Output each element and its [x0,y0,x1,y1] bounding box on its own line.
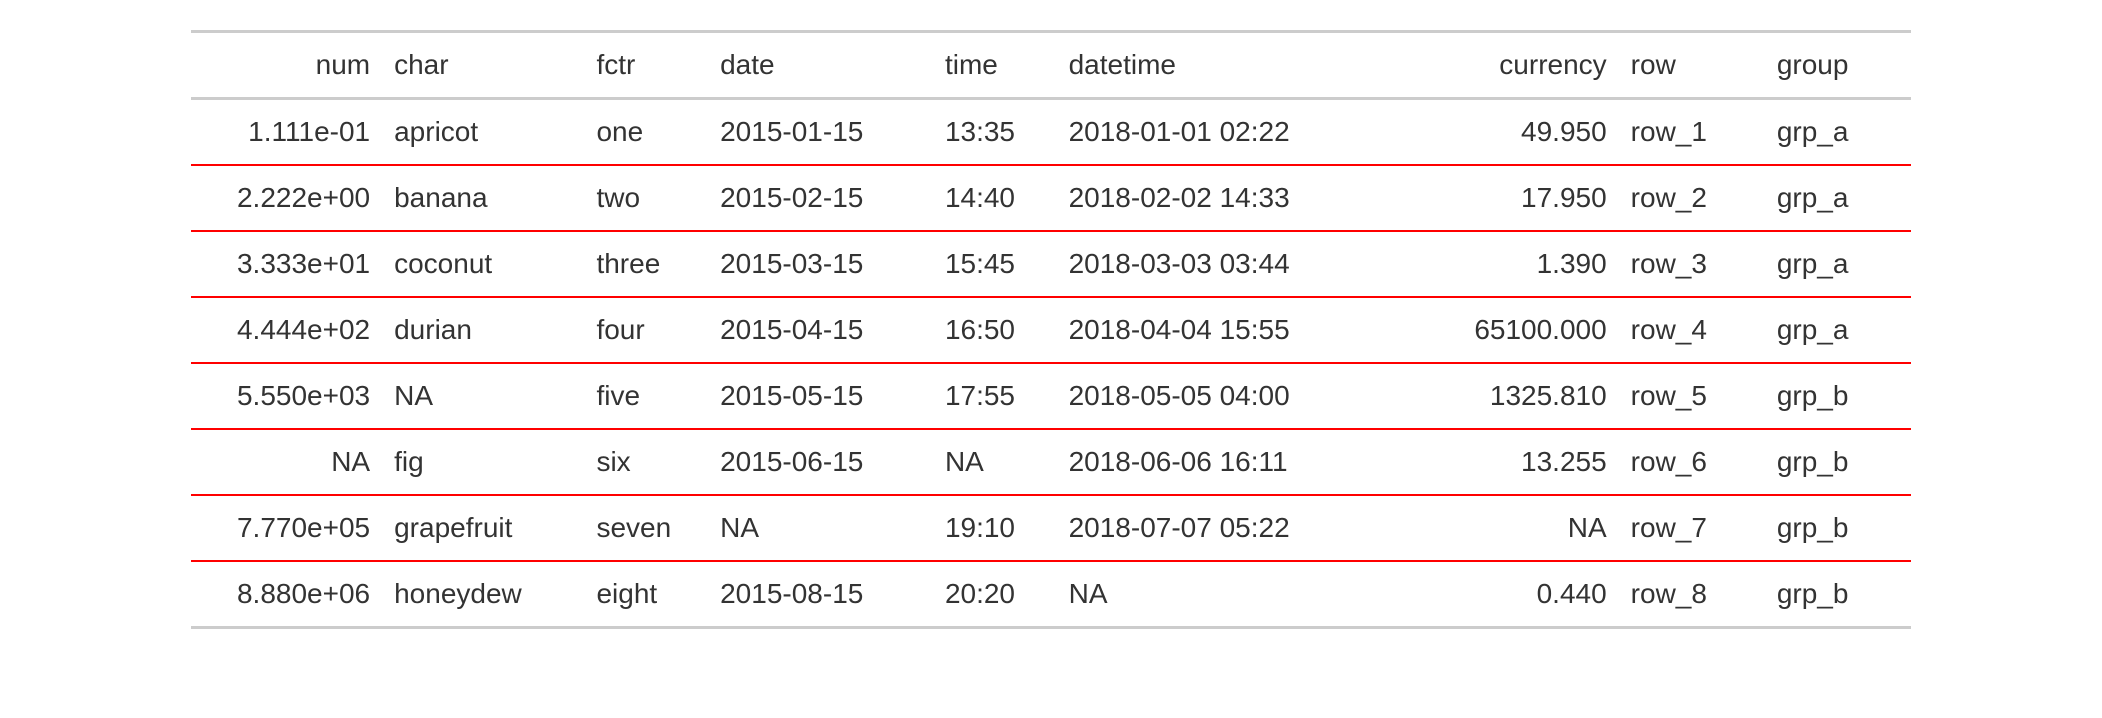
data-table-container: num char fctr date time datetime currenc… [191,30,1911,629]
cell-fctr: six [584,429,708,495]
cell-num: 2.222e+00 [191,165,382,231]
cell-char: grapefruit [382,495,584,561]
cell-num: 4.444e+02 [191,297,382,363]
cell-datetime: NA [1057,561,1394,628]
cell-row: row_6 [1619,429,1765,495]
cell-group: grp_b [1765,429,1911,495]
cell-fctr: three [584,231,708,297]
header-time: time [933,32,1057,99]
table-row: 1.111e-01 apricot one 2015-01-15 13:35 2… [191,99,1911,166]
cell-date: 2015-02-15 [708,165,933,231]
cell-group: grp_b [1765,363,1911,429]
cell-group: grp_a [1765,231,1911,297]
cell-datetime: 2018-06-06 16:11 [1057,429,1394,495]
table-row: 8.880e+06 honeydew eight 2015-08-15 20:2… [191,561,1911,628]
header-row-col: row [1619,32,1765,99]
header-row: num char fctr date time datetime currenc… [191,32,1911,99]
cell-fctr: five [584,363,708,429]
header-num: num [191,32,382,99]
cell-time: 15:45 [933,231,1057,297]
cell-char: honeydew [382,561,584,628]
cell-time: 16:50 [933,297,1057,363]
cell-num: 3.333e+01 [191,231,382,297]
cell-fctr: one [584,99,708,166]
cell-num: 7.770e+05 [191,495,382,561]
header-currency: currency [1394,32,1619,99]
cell-char: coconut [382,231,584,297]
table-row: NA fig six 2015-06-15 NA 2018-06-06 16:1… [191,429,1911,495]
cell-num: 1.111e-01 [191,99,382,166]
cell-time: 19:10 [933,495,1057,561]
cell-time: NA [933,429,1057,495]
cell-currency: 49.950 [1394,99,1619,166]
cell-group: grp_b [1765,561,1911,628]
cell-date: 2015-06-15 [708,429,933,495]
cell-currency: 13.255 [1394,429,1619,495]
table-row: 2.222e+00 banana two 2015-02-15 14:40 20… [191,165,1911,231]
cell-char: NA [382,363,584,429]
table-body: 1.111e-01 apricot one 2015-01-15 13:35 2… [191,99,1911,628]
cell-date: 2015-01-15 [708,99,933,166]
cell-datetime: 2018-01-01 02:22 [1057,99,1394,166]
cell-date: 2015-05-15 [708,363,933,429]
cell-time: 17:55 [933,363,1057,429]
cell-num: NA [191,429,382,495]
cell-char: apricot [382,99,584,166]
header-group: group [1765,32,1911,99]
data-table: num char fctr date time datetime currenc… [191,30,1911,629]
header-datetime: datetime [1057,32,1394,99]
header-char: char [382,32,584,99]
cell-datetime: 2018-02-02 14:33 [1057,165,1394,231]
table-row: 7.770e+05 grapefruit seven NA 19:10 2018… [191,495,1911,561]
cell-char: banana [382,165,584,231]
cell-row: row_3 [1619,231,1765,297]
cell-row: row_7 [1619,495,1765,561]
table-row: 3.333e+01 coconut three 2015-03-15 15:45… [191,231,1911,297]
cell-date: NA [708,495,933,561]
cell-datetime: 2018-03-03 03:44 [1057,231,1394,297]
cell-row: row_8 [1619,561,1765,628]
cell-fctr: four [584,297,708,363]
cell-row: row_1 [1619,99,1765,166]
cell-group: grp_b [1765,495,1911,561]
cell-char: fig [382,429,584,495]
cell-currency: 1.390 [1394,231,1619,297]
cell-currency: 65100.000 [1394,297,1619,363]
cell-fctr: eight [584,561,708,628]
cell-time: 14:40 [933,165,1057,231]
table-row: 5.550e+03 NA five 2015-05-15 17:55 2018-… [191,363,1911,429]
cell-group: grp_a [1765,165,1911,231]
cell-datetime: 2018-04-04 15:55 [1057,297,1394,363]
cell-row: row_5 [1619,363,1765,429]
cell-date: 2015-08-15 [708,561,933,628]
cell-date: 2015-04-15 [708,297,933,363]
table-row: 4.444e+02 durian four 2015-04-15 16:50 2… [191,297,1911,363]
cell-currency: NA [1394,495,1619,561]
cell-time: 20:20 [933,561,1057,628]
cell-num: 5.550e+03 [191,363,382,429]
cell-time: 13:35 [933,99,1057,166]
cell-group: grp_a [1765,297,1911,363]
cell-currency: 1325.810 [1394,363,1619,429]
cell-fctr: two [584,165,708,231]
header-date: date [708,32,933,99]
cell-currency: 17.950 [1394,165,1619,231]
header-fctr: fctr [584,32,708,99]
cell-char: durian [382,297,584,363]
cell-date: 2015-03-15 [708,231,933,297]
cell-num: 8.880e+06 [191,561,382,628]
cell-datetime: 2018-05-05 04:00 [1057,363,1394,429]
cell-currency: 0.440 [1394,561,1619,628]
cell-group: grp_a [1765,99,1911,166]
cell-row: row_2 [1619,165,1765,231]
cell-row: row_4 [1619,297,1765,363]
cell-fctr: seven [584,495,708,561]
cell-datetime: 2018-07-07 05:22 [1057,495,1394,561]
